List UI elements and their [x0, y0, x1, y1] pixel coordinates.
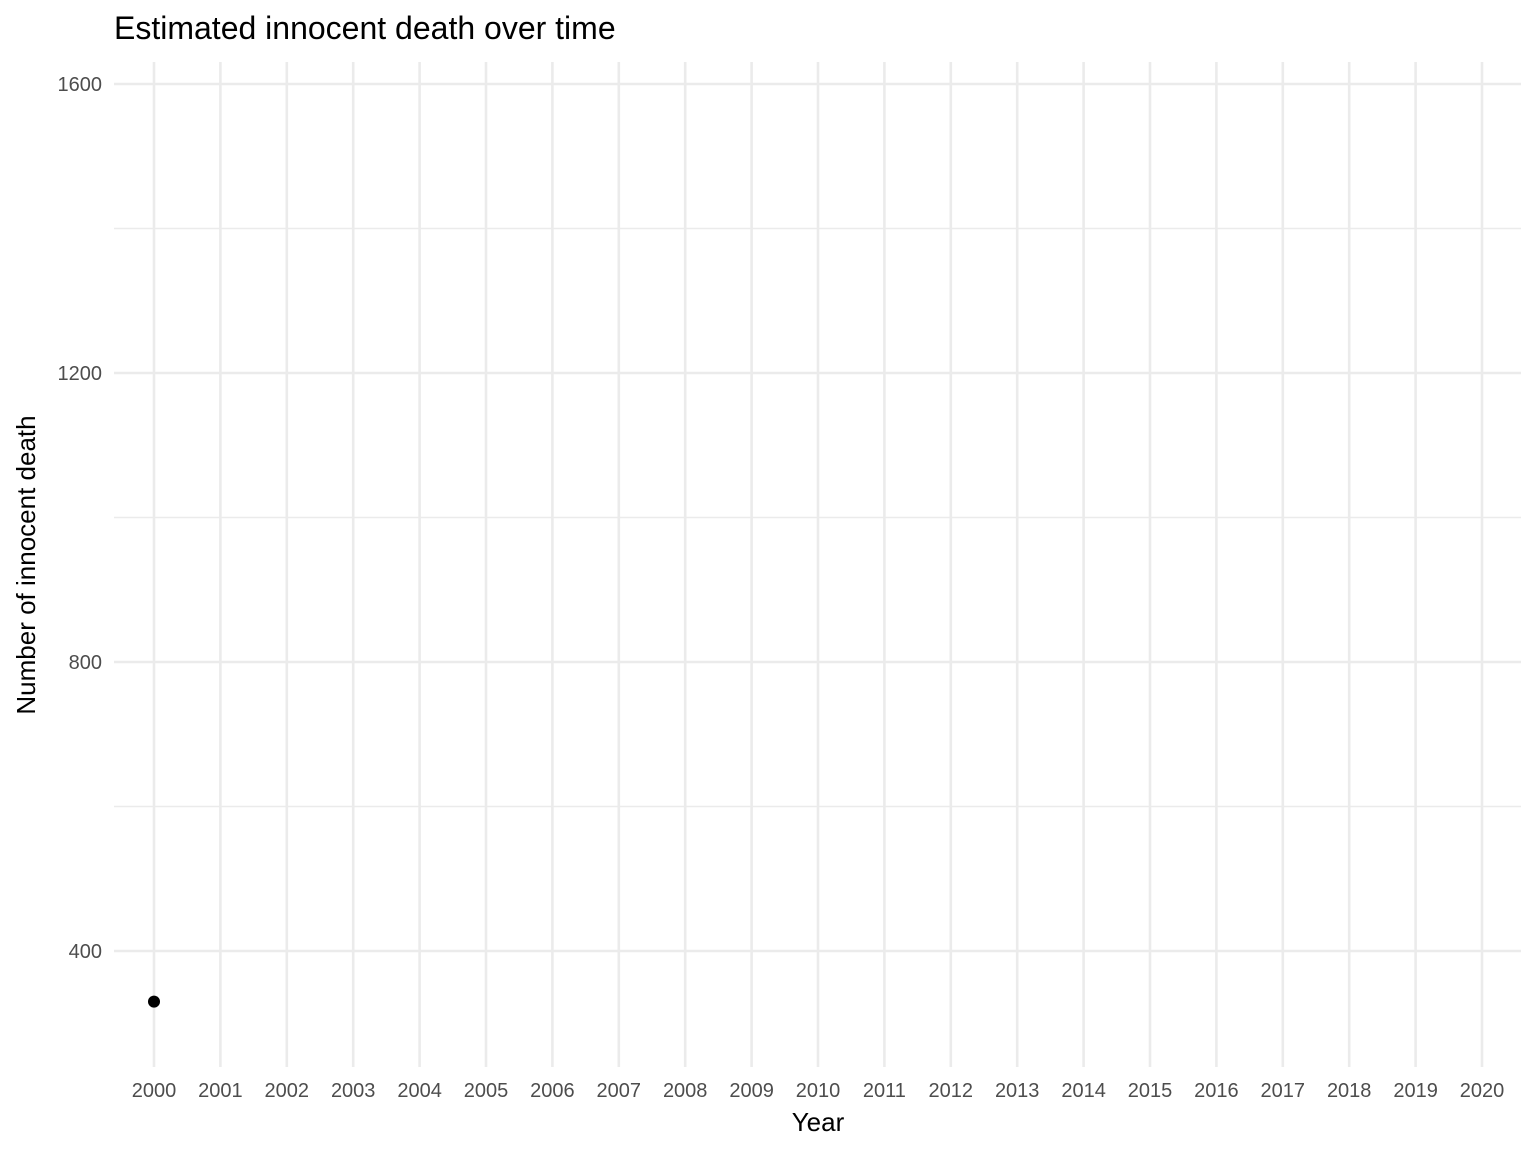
data-points — [148, 995, 160, 1008]
x-tick-label: 2013 — [995, 1080, 1040, 1102]
x-tick-label: 2009 — [729, 1080, 774, 1102]
x-tick-label: 2001 — [198, 1080, 243, 1102]
x-tick-label: 2015 — [1128, 1080, 1173, 1102]
x-tick-label: 2016 — [1194, 1080, 1239, 1102]
x-tick-label: 2018 — [1327, 1080, 1372, 1102]
x-tick-labels: 2000 2001 2002 2003 2004 2005 2006 2007 2008 2009… — [132, 1080, 1505, 1102]
data-point — [148, 995, 160, 1008]
x-tick-label: 2020 — [1460, 1080, 1505, 1102]
x-tick-label: 2017 — [1261, 1080, 1306, 1102]
x-tick-label: 2003 — [331, 1080, 376, 1102]
x-tick-label: 2014 — [1061, 1080, 1106, 1102]
y-tick-label: 400 — [69, 941, 102, 963]
x-tick-label: 2019 — [1393, 1080, 1438, 1102]
x-tick-label: 2005 — [464, 1080, 509, 1102]
chart-title: Estimated innocent death over time — [114, 10, 616, 46]
x-axis-title: Year — [792, 1107, 845, 1137]
y-tick-label: 1200 — [58, 363, 103, 385]
x-tick-label: 2007 — [597, 1080, 642, 1102]
x-tick-label: 2000 — [132, 1080, 177, 1102]
x-tick-label: 2011 — [863, 1080, 906, 1102]
y-tick-label: 1600 — [58, 74, 103, 96]
y-tick-labels: 400 800 1200 1600 — [58, 74, 103, 963]
x-tick-label: 2010 — [796, 1080, 841, 1102]
x-tick-label: 2006 — [530, 1080, 575, 1102]
grid-lines — [114, 62, 1521, 1067]
plot-panel — [114, 62, 1521, 1067]
x-tick-label: 2004 — [397, 1080, 442, 1102]
y-tick-label: 800 — [69, 652, 102, 674]
x-tick-label: 2012 — [929, 1080, 974, 1102]
x-tick-label: 2002 — [265, 1080, 310, 1102]
x-tick-label: 2008 — [663, 1080, 708, 1102]
y-axis-title: Number of innocent death — [11, 415, 41, 714]
